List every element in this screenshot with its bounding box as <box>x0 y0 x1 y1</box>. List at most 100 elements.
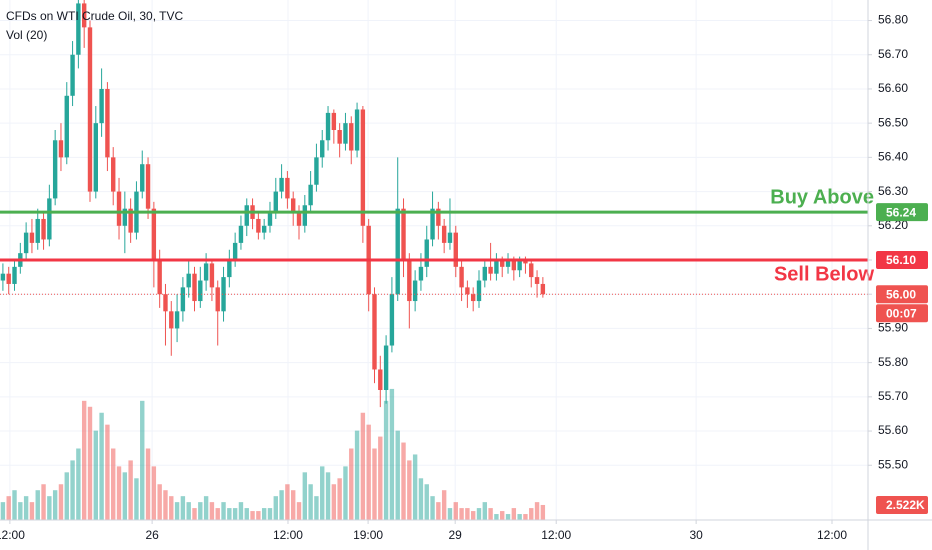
volume-bar <box>430 496 435 520</box>
candle-body <box>523 260 528 264</box>
countdown-label-box <box>876 304 928 323</box>
candle-body <box>244 205 249 226</box>
y-tick-label: 56.80 <box>878 13 908 27</box>
volume-bar <box>412 454 418 520</box>
volume-bar <box>238 502 244 520</box>
volume-bar <box>128 460 133 520</box>
candle-body <box>465 287 470 295</box>
volume-bar <box>186 502 191 520</box>
candle-body <box>296 212 302 226</box>
volume-bar <box>337 478 342 520</box>
candle-body <box>87 27 93 192</box>
candle-body <box>238 225 244 243</box>
volume-bar <box>505 514 511 520</box>
volume-bar <box>331 484 337 520</box>
candle-body <box>302 205 308 226</box>
y-tick-label: 55.60 <box>878 423 908 437</box>
volume-legend: Vol (20) <box>6 28 47 42</box>
volume-bar <box>140 400 145 520</box>
volume-bar <box>395 430 400 520</box>
last-volume-label: 2.522K <box>886 498 925 512</box>
volume-bar <box>180 496 186 520</box>
candle-body <box>343 123 348 144</box>
candle-body <box>424 239 429 267</box>
candle-body <box>99 88 104 124</box>
volume-bar <box>291 490 296 520</box>
volume-bar <box>418 478 424 520</box>
volume-bar <box>529 508 534 520</box>
volume-bar <box>203 496 209 520</box>
volume-bar <box>279 490 284 520</box>
candle-body <box>389 294 395 346</box>
volume-bar <box>99 412 104 520</box>
volume-bar <box>174 502 180 520</box>
candle-body <box>203 263 209 281</box>
candle-body <box>459 266 464 288</box>
volume-bar <box>343 466 348 520</box>
volume-bar <box>476 508 482 520</box>
candle-body <box>476 280 482 302</box>
volume-bar <box>389 388 395 520</box>
candle-body <box>494 260 499 274</box>
volume-bar <box>349 448 354 520</box>
volume-bar <box>111 448 116 520</box>
candle-body <box>12 266 17 284</box>
y-tick-label: 55.50 <box>878 457 908 471</box>
level-price-label: 56.24 <box>886 205 916 219</box>
last-price-label: 56.00 <box>886 287 916 301</box>
candle-body <box>140 164 145 192</box>
candle-body <box>511 260 517 271</box>
candle-body <box>517 260 522 271</box>
candle-body <box>314 157 319 185</box>
volume-bar <box>465 508 470 520</box>
volume-bar <box>169 496 174 520</box>
volume-bar <box>29 502 35 520</box>
volume-bar <box>145 448 151 520</box>
volume-bar <box>157 484 162 520</box>
countdown-label: 00:07 <box>886 306 917 320</box>
volume-bar <box>12 490 17 520</box>
volume-bar <box>105 424 110 520</box>
candle-body <box>401 208 406 260</box>
volume-bar <box>453 502 458 520</box>
candle-body <box>105 88 110 158</box>
volume-bar <box>18 502 23 520</box>
axes: 55.50 55.60 55.70 55.80 55.90 56.00 56.10 56.20… <box>0 13 928 542</box>
plot: Buy Above Sell Below <box>0 0 874 520</box>
candle-body <box>6 273 11 284</box>
candle-body <box>482 266 488 281</box>
candle-body <box>337 130 342 144</box>
volume-bar <box>494 514 499 520</box>
volume-bar <box>0 502 6 520</box>
volume-bar <box>244 508 249 520</box>
candle-body <box>0 273 6 281</box>
x-tick-label: 26 <box>145 528 159 542</box>
candle-body <box>76 3 81 55</box>
volume-bar <box>70 460 75 520</box>
candle-body <box>453 232 458 267</box>
volume-bar <box>401 442 406 520</box>
volume-bar <box>41 484 46 520</box>
candle-body <box>383 345 389 390</box>
volume-bar <box>76 448 81 520</box>
volume-bar <box>134 478 139 520</box>
candle-body <box>157 260 162 295</box>
candle-body <box>267 212 273 226</box>
candle-body <box>145 164 151 209</box>
candle-body <box>227 260 232 278</box>
x-tick-label: 30 <box>689 528 703 542</box>
candle-body <box>58 140 64 158</box>
candle-body <box>256 218 261 233</box>
volume-bar <box>151 466 157 520</box>
candle-body <box>470 294 476 302</box>
volume-bar <box>534 502 540 520</box>
level-annotation: Sell Below <box>774 263 874 285</box>
candle-body <box>360 109 366 226</box>
x-tick-label: 12:00 <box>0 528 25 542</box>
volume-bar <box>250 511 255 520</box>
volume-bar <box>459 508 464 520</box>
candle-body <box>285 177 290 199</box>
candle-body <box>488 266 493 274</box>
volume-bar <box>308 484 313 520</box>
volume-bar <box>81 400 87 520</box>
